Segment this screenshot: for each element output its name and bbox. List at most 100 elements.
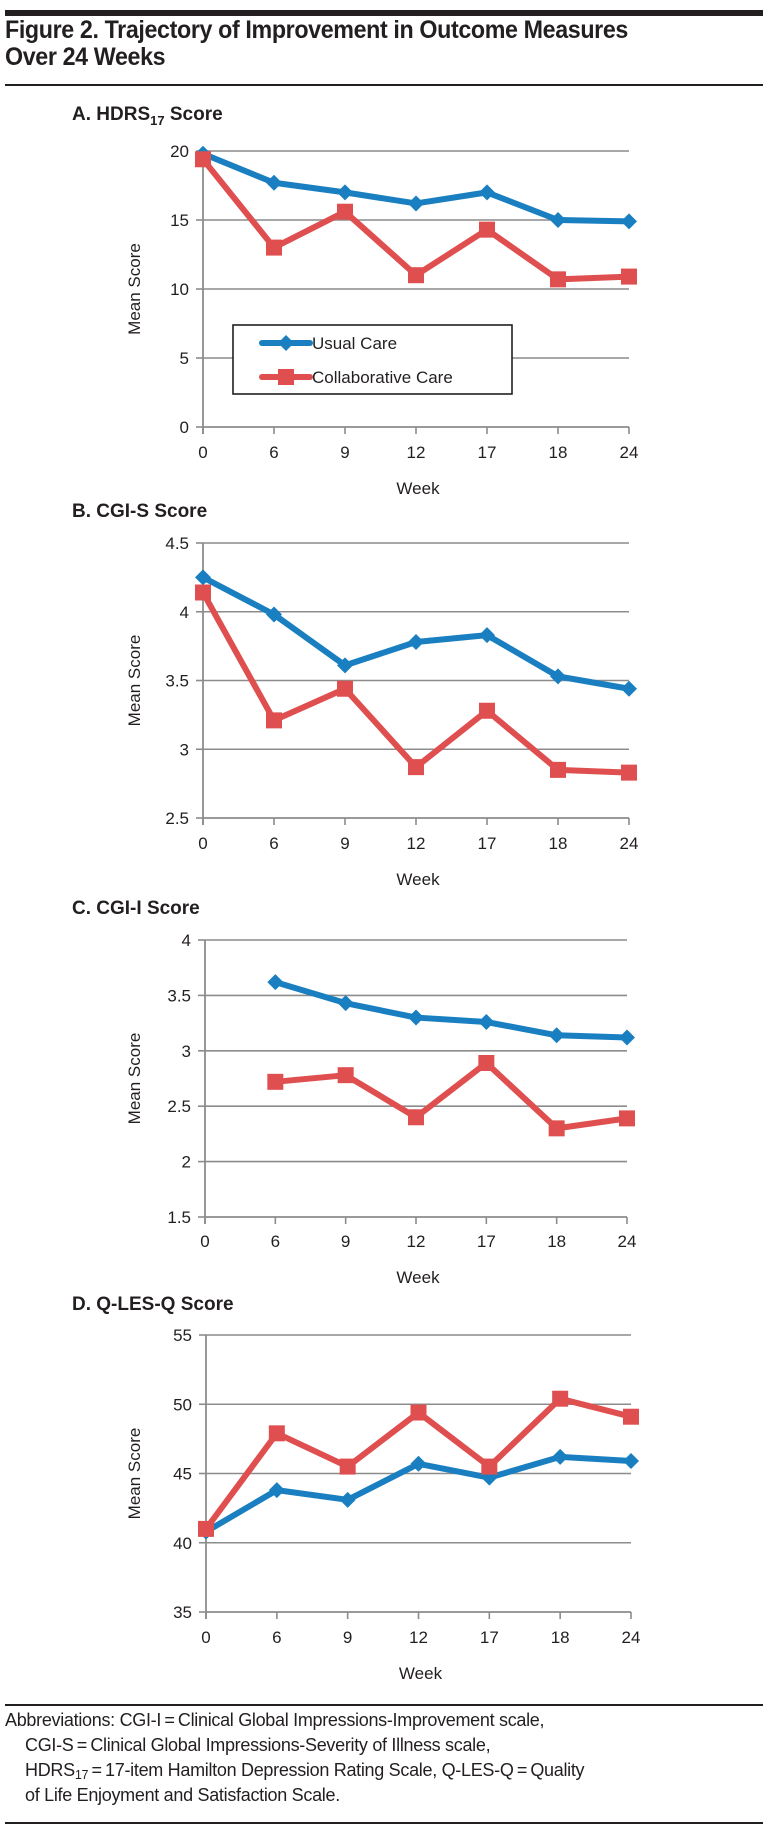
figure-title-line-1: Figure 2. Trajectory of Improvement in O…	[5, 16, 628, 44]
footnote-line-3: HDRS17 = 17-item Hamilton Depression Rat…	[5, 1758, 755, 1783]
panel-title: C. CGI-I Score	[72, 898, 200, 919]
panel-title: A. HDRS17 Score	[72, 104, 223, 128]
footnote-line-1: Abbreviations: CGI-I = Clinical Global I…	[5, 1710, 545, 1730]
collaborative-care-point	[478, 1054, 495, 1071]
series-line-collaborative-care	[200, 591, 630, 776]
x-tick-label: 0	[201, 1628, 210, 1647]
collaborative-care-point	[623, 1408, 639, 1425]
usual-care-point	[408, 195, 424, 212]
panel-title: D. Q-LES-Q Score	[72, 1294, 234, 1315]
y-tick-label: 45	[173, 1465, 192, 1484]
y-tick-label: 4.5	[165, 534, 189, 553]
x-axis-label: Week	[399, 1664, 443, 1683]
usual-care-point	[623, 1453, 639, 1470]
collaborative-care-point	[266, 239, 282, 256]
collaborative-care-point	[552, 1390, 569, 1407]
usual-care-point	[337, 657, 353, 674]
abbreviations-footnote: Abbreviations: CGI-I = Clinical Global I…	[5, 1708, 755, 1808]
y-axis-label: Mean Score	[125, 635, 144, 727]
y-tick-label: 40	[173, 1534, 192, 1553]
x-tick-label: 9	[340, 834, 349, 853]
x-tick-label: 24	[618, 1232, 637, 1251]
legend-square-icon	[278, 369, 294, 385]
collaborative-care-point	[479, 702, 495, 719]
figure-title: Figure 2. Trajectory of Improvement in O…	[5, 17, 710, 71]
y-tick-label: 4	[180, 603, 189, 622]
x-tick-label: 12	[407, 1232, 426, 1251]
usual-care-point	[266, 174, 282, 191]
collaborative-care-point	[479, 221, 495, 238]
usual-care-point	[619, 1029, 635, 1046]
collaborative-care-point	[339, 1458, 356, 1475]
y-tick-label: 2.5	[167, 1097, 191, 1116]
x-axis-label: Week	[396, 870, 440, 889]
x-tick-label: 17	[478, 834, 497, 853]
collaborative-care-point	[337, 1067, 354, 1084]
chart-panel-c: C. CGI-I Score 1.5 2 2.5 3 3.5 4 0 6 9 12 17 18 24 Wee…	[72, 898, 636, 1287]
x-tick-label: 18	[549, 834, 568, 853]
x-tick-label: 24	[622, 1628, 641, 1647]
panel-title: B. CGI-S Score	[72, 501, 207, 522]
y-tick-label: 1.5	[167, 1208, 191, 1227]
y-tick-label: 35	[173, 1603, 192, 1622]
usual-care-point	[337, 995, 354, 1012]
collaborative-care-point	[267, 1073, 284, 1090]
usual-care-point	[550, 212, 566, 228]
y-tick-label: 3.5	[165, 672, 189, 691]
usual-care-point	[621, 213, 637, 230]
charts-canvas: A. HDRS17 Score 0 5 10 15 20 0 6 9 12 17 18 24 Week Me…	[72, 104, 641, 1683]
collaborative-care-point	[410, 1404, 427, 1421]
x-tick-label: 18	[551, 1628, 570, 1647]
usual-care-point	[410, 1455, 427, 1472]
usual-care-point	[479, 184, 495, 201]
x-tick-label: 18	[549, 443, 568, 462]
x-tick-label: 0	[198, 834, 207, 853]
collaborative-care-point	[268, 1425, 285, 1442]
usual-care-point	[478, 1013, 495, 1030]
collaborative-care-point	[266, 712, 282, 729]
collaborative-care-point	[337, 680, 353, 697]
x-tick-label: 0	[200, 1232, 209, 1251]
footnote-hdrs: HDRS	[25, 1760, 75, 1780]
y-tick-label: 3	[180, 740, 189, 759]
y-tick-label: 5	[180, 349, 189, 368]
y-tick-label: 15	[170, 211, 189, 230]
x-axis-label: Week	[396, 479, 440, 498]
y-tick-label: 10	[170, 280, 189, 299]
x-tick-label: 24	[620, 834, 639, 853]
collaborative-care-point	[550, 271, 566, 288]
panel-title-suffix: Score	[165, 104, 223, 125]
x-tick-label: 17	[480, 1628, 499, 1647]
y-tick-label: 50	[173, 1395, 192, 1414]
collaborative-care-point	[195, 151, 211, 168]
x-tick-label: 17	[477, 1232, 496, 1251]
legend-label: Usual Care	[312, 334, 397, 353]
x-tick-label: 12	[409, 1628, 428, 1647]
usual-care-point	[621, 680, 637, 697]
usual-care-point	[548, 1027, 565, 1044]
x-tick-label: 12	[407, 834, 426, 853]
x-tick-label: 12	[407, 443, 426, 462]
collaborative-care-point	[337, 203, 353, 220]
legend-label: Collaborative Care	[312, 368, 453, 387]
usual-care-point	[552, 1448, 569, 1465]
footnote-line-3-rest: = 17-item Hamilton Depression Rating Sca…	[88, 1760, 585, 1780]
y-tick-label: 20	[170, 142, 189, 161]
x-tick-label: 6	[272, 1628, 281, 1647]
top-rule	[5, 10, 763, 16]
collaborative-care-point	[548, 1120, 565, 1137]
x-tick-label: 6	[269, 443, 278, 462]
panel-title-subscript: 17	[150, 113, 164, 128]
series-line-usual-care	[274, 979, 628, 1041]
x-tick-label: 6	[269, 834, 278, 853]
collaborative-care-point	[408, 759, 424, 776]
footnote-hdrs-sub: 17	[74, 1768, 89, 1783]
series-line-usual-care	[201, 574, 630, 692]
y-tick-label: 55	[173, 1326, 192, 1345]
figure-title-line-2: Over 24 Weeks	[5, 43, 166, 71]
panel-title-text: B. CGI-S Score	[72, 501, 207, 522]
usual-care-point	[268, 1482, 285, 1499]
usual-care-point	[266, 606, 282, 623]
legend: Usual Care Collaborative Care	[232, 324, 513, 395]
